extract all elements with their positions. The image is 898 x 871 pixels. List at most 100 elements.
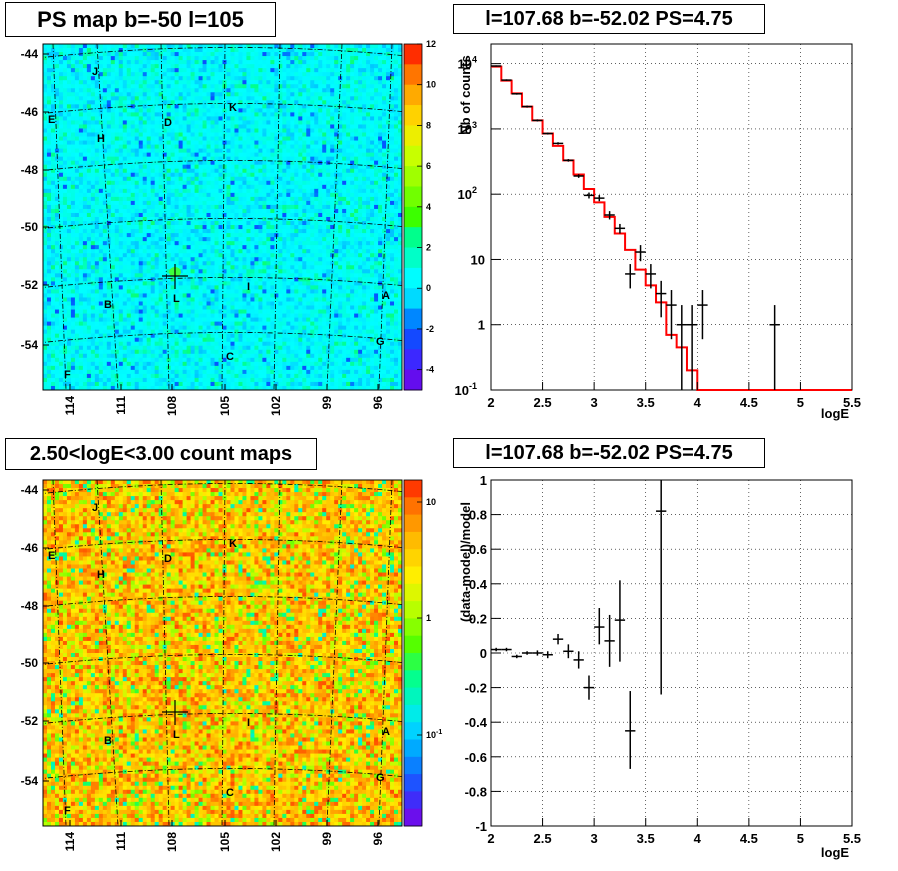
heatmap-cell — [94, 217, 100, 222]
heatmap-cell — [210, 68, 215, 73]
heatmap-cell — [386, 261, 391, 266]
heatmap-cell — [262, 225, 267, 230]
heatmap-cell — [154, 221, 160, 226]
heatmap-cell — [378, 156, 383, 162]
heatmap-cell — [118, 156, 124, 162]
heatmap-cell — [126, 148, 132, 154]
heatmap-cell — [50, 249, 56, 254]
heatmap-cell — [258, 168, 263, 174]
heatmap-cell — [222, 88, 227, 93]
heatmap-cell — [318, 80, 323, 85]
heatmap-cell — [150, 229, 156, 234]
heatmap-cell — [50, 76, 56, 81]
heatmap-cell — [362, 168, 367, 174]
heatmap-cell — [322, 168, 327, 174]
heatmap-cell — [214, 225, 219, 230]
heatmap-cell — [346, 60, 351, 65]
heatmap-cell — [242, 200, 247, 206]
heatmap-cell — [150, 176, 156, 182]
heatmap-cell — [394, 84, 399, 89]
heatmap-cell — [126, 184, 132, 190]
heatmap-cell — [242, 152, 247, 158]
heatmap-cell — [306, 176, 311, 182]
heatmap-cell — [286, 148, 291, 154]
heatmap-cell — [190, 96, 195, 101]
heatmap-cell — [362, 116, 367, 121]
heatmap-cell — [50, 192, 56, 198]
heatmap-cell — [354, 76, 359, 81]
heatmap-cell — [142, 148, 148, 154]
heatmap-cell — [390, 136, 395, 141]
heatmap-cell — [142, 208, 148, 214]
heatmap-cell — [138, 60, 144, 65]
heatmap-cell — [118, 204, 124, 210]
heatmap-cell — [254, 196, 259, 202]
heatmap-cell — [286, 204, 291, 210]
heatmap-cell — [166, 253, 172, 258]
heatmap-cell — [346, 140, 351, 145]
heatmap-cell — [114, 160, 120, 166]
heatmap-cell — [302, 132, 307, 137]
heatmap-cell — [210, 60, 215, 65]
heatmap-cell — [134, 152, 140, 158]
heatmap-cell — [58, 80, 64, 85]
heatmap-cell — [43, 168, 48, 174]
heatmap-cell — [358, 112, 363, 117]
heatmap-cell — [58, 44, 64, 49]
heatmap-cell — [306, 52, 311, 57]
heatmap-cell — [122, 192, 128, 198]
heatmap-cell — [54, 140, 60, 145]
heatmap-cell — [122, 108, 128, 113]
heatmap-cell — [330, 128, 335, 133]
heatmap-cell — [178, 265, 184, 270]
heatmap-cell — [166, 168, 172, 174]
heatmap-cell — [102, 152, 108, 158]
heatmap-cell — [142, 241, 148, 246]
heatmap-cell — [82, 237, 88, 242]
heatmap-cell — [174, 164, 180, 170]
heatmap-cell — [150, 100, 156, 105]
heatmap-cell — [386, 229, 391, 234]
heatmap-cell — [98, 249, 104, 254]
heatmap-cell — [262, 253, 267, 258]
heatmap-cell — [242, 112, 247, 117]
heatmap-cell — [286, 208, 291, 214]
heatmap-cell — [330, 188, 335, 194]
heatmap-cell — [94, 229, 100, 234]
heatmap-cell — [114, 249, 120, 254]
heatmap-cell — [286, 221, 291, 226]
heatmap-cell — [166, 84, 172, 89]
heatmap-cell — [390, 132, 395, 137]
heatmap-cell — [58, 180, 64, 186]
heatmap-cell — [214, 72, 219, 77]
heatmap-cell — [182, 116, 187, 121]
heatmap-cell — [270, 52, 275, 57]
heatmap-cell — [334, 241, 339, 246]
heatmap-cell — [290, 136, 295, 141]
heatmap-cell — [110, 68, 116, 73]
heatmap-cell — [194, 257, 199, 262]
heatmap-cell — [298, 56, 303, 61]
heatmap-cell — [310, 148, 315, 154]
heatmap-cell — [338, 180, 343, 186]
heatmap-cell — [178, 188, 184, 194]
heatmap-cell — [230, 229, 235, 234]
heatmap-cell — [322, 172, 327, 178]
heatmap-cell — [194, 176, 199, 182]
heatmap-cell — [354, 48, 359, 53]
heatmap-cell — [282, 196, 287, 202]
heatmap-cell — [210, 265, 215, 270]
heatmap-cell — [202, 76, 207, 81]
heatmap-cell — [102, 64, 108, 69]
heatmap-cell — [70, 60, 76, 65]
heatmap-cell — [330, 257, 335, 262]
heatmap-cell — [198, 96, 203, 101]
heatmap-cell — [258, 68, 263, 73]
heatmap-cell — [302, 84, 307, 89]
heatmap-cell — [222, 136, 227, 141]
heatmap-cell — [322, 88, 327, 93]
heatmap-cell — [170, 140, 176, 145]
heatmap-cell — [250, 208, 255, 214]
heatmap-cell — [174, 160, 180, 166]
heatmap-cell — [346, 229, 351, 234]
